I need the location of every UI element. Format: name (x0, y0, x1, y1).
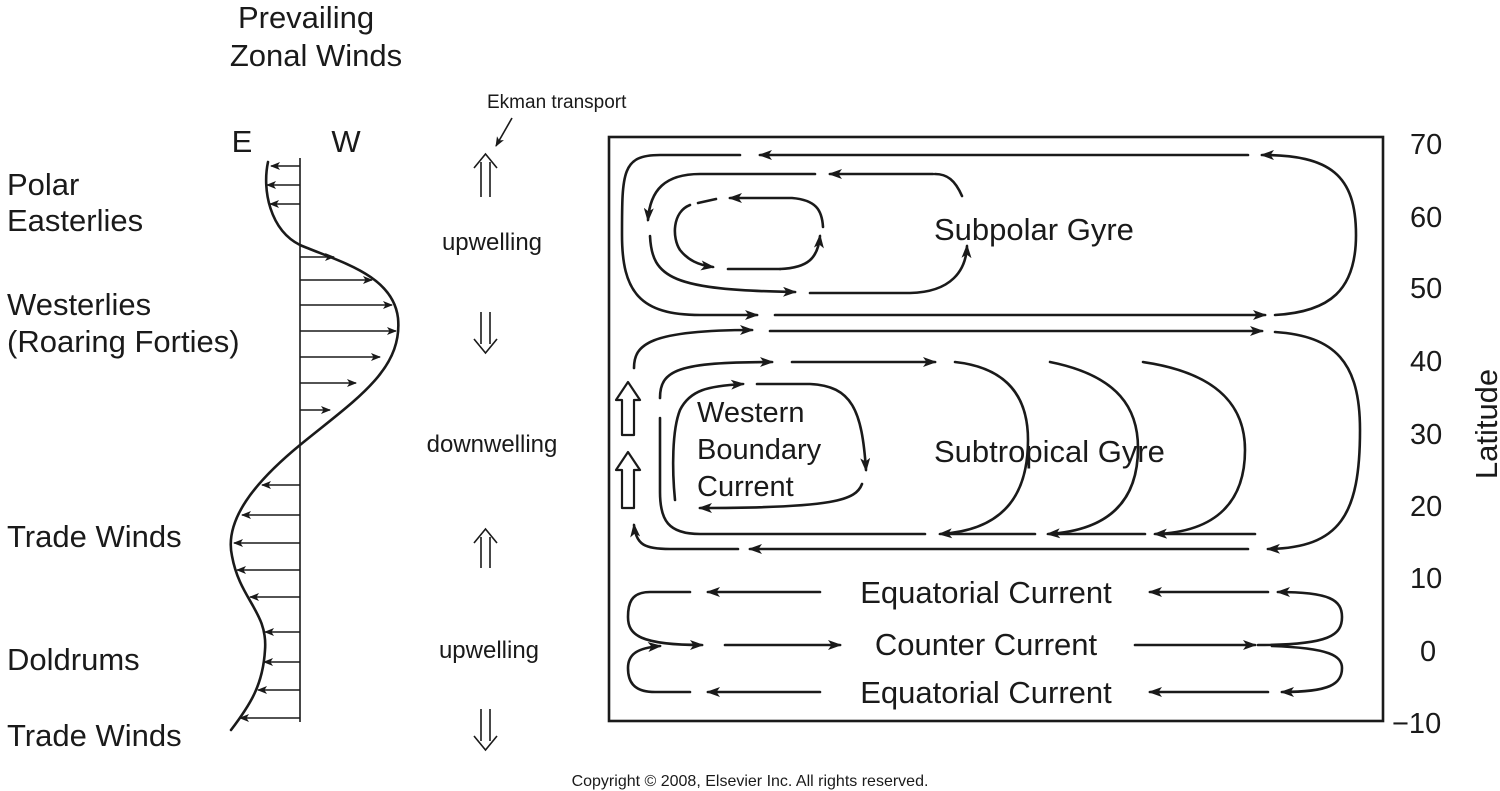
latitude-tick-30: 30 (1410, 419, 1442, 451)
subpolar-gyre-label: Subpolar Gyre (934, 212, 1134, 247)
latitude-tick-20: 20 (1410, 491, 1442, 523)
zonal-winds-title-line2: Zonal Winds (230, 38, 402, 73)
ekman-downwelling: downwelling (427, 431, 558, 458)
ekman-transport-label: Ekman transport (487, 92, 627, 113)
belt-doldrums: Doldrums (7, 642, 140, 677)
wind-profile (229, 158, 400, 732)
belt-trade-winds-north: Trade Winds (7, 519, 182, 554)
latitude-tick-70: 70 (1410, 129, 1442, 161)
ekman-arrow-down-1 (473, 312, 498, 355)
north-equatorial-current-label: Equatorial Current (860, 575, 1112, 610)
north-equatorial-east-loop (1256, 587, 1344, 647)
belt-polar-easterlies-line1: Polar (7, 167, 79, 202)
ekman-arrow-up-1 (473, 152, 498, 197)
latitude-tick-0: 0 (1420, 636, 1436, 668)
ekman-arrow-down-2 (473, 709, 498, 752)
ekman-double-arrows (473, 152, 498, 752)
ekman-upwelling-south: upwelling (439, 637, 539, 664)
latitude-tick-50: 50 (1410, 273, 1442, 305)
latitude-tick-minus-10: −10 (1392, 708, 1441, 740)
ekman-arrow-up-2 (473, 527, 498, 568)
copyright-notice: Copyright © 2008, Elsevier Inc. All righ… (572, 773, 929, 790)
zonal-winds-title-line1: Prevailing (238, 0, 374, 35)
belt-westerlies-line2: (Roaring Forties) (7, 324, 240, 359)
west-label: W (331, 124, 361, 159)
counter-current-label: Counter Current (875, 627, 1098, 662)
south-equatorial-current-label: Equatorial Current (860, 675, 1112, 710)
wind-belt-labels: Polar Easterlies Westerlies (Roaring For… (7, 167, 240, 753)
western-boundary-current-line1: Western (697, 397, 804, 429)
westerly-wind-arrows (300, 253, 397, 414)
hollow-arrow-upper (614, 380, 642, 437)
ekman-pointer-line (495, 117, 513, 147)
subpolar-gyre-loop (620, 150, 1358, 320)
ocean-basin-frame (607, 135, 1385, 723)
western-boundary-current-line2: Boundary (697, 434, 822, 466)
trade-wind-arrows (233, 481, 300, 722)
latitude-tick-10: 10 (1410, 563, 1442, 595)
south-equatorial-west-loop (626, 642, 692, 694)
latitude-tick-40: 40 (1410, 346, 1442, 378)
belt-westerlies-line1: Westerlies (7, 287, 151, 322)
belt-trade-winds-south: Trade Winds (7, 718, 182, 753)
equatorial-current-system (626, 587, 1344, 697)
western-boundary-current-line3: Current (697, 471, 794, 503)
subtropical-gyre-label: Subtropical Gyre (934, 434, 1165, 469)
hollow-arrow-lower (614, 450, 642, 510)
ekman-upwelling-north: upwelling (442, 229, 542, 256)
latitude-axis: 70 60 50 40 30 20 10 0 −10 Latitude (1392, 129, 1500, 740)
north-equatorial-west-loop (626, 590, 704, 650)
easterly-wind-arrows (266, 162, 300, 208)
latitude-tick-60: 60 (1410, 202, 1442, 234)
south-equatorial-east-loop (1270, 644, 1344, 697)
belt-polar-easterlies-line2: Easterlies (7, 203, 143, 238)
latitude-axis-label: Latitude (1469, 369, 1500, 479)
western-boundary-hollow-arrows (614, 380, 642, 510)
subtropical-gyre-loop (630, 325, 1362, 554)
east-label: E (232, 124, 253, 159)
wind-profile-curve (229, 160, 400, 732)
